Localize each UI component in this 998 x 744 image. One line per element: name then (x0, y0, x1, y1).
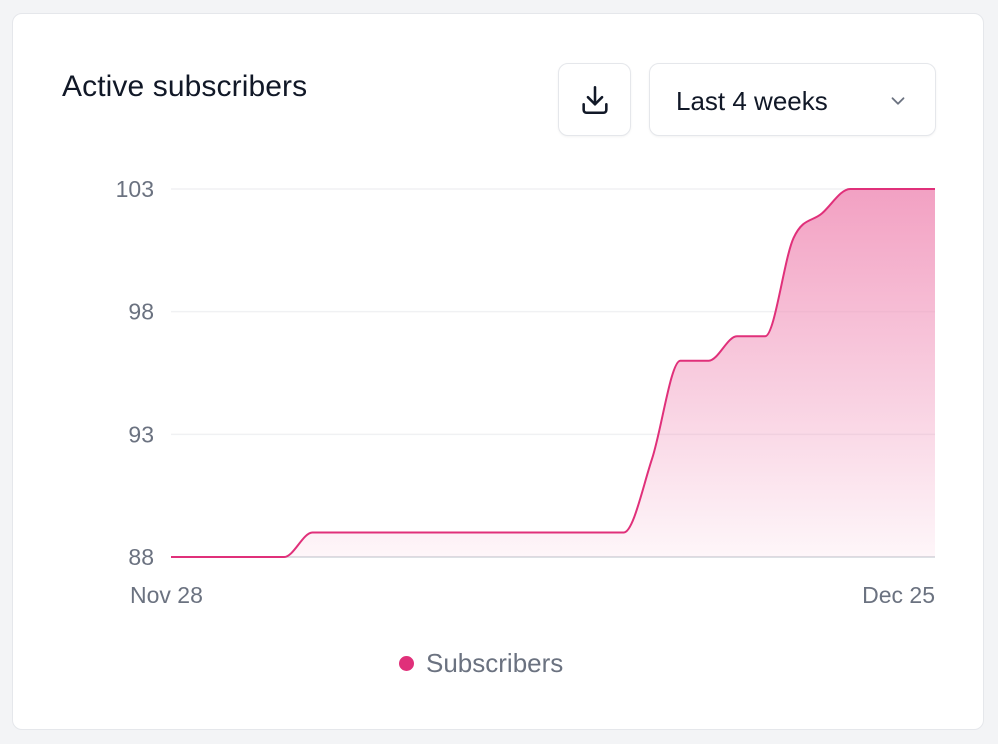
chart-legend: Subscribers (399, 648, 563, 679)
x-tick-label-start: Nov 28 (130, 582, 203, 608)
legend-dot-subscribers (399, 656, 414, 671)
chevron-down-icon (891, 97, 905, 105)
y-tick-label: 88 (128, 544, 154, 570)
subscribers-area-fill (171, 189, 935, 557)
y-tick-label: 93 (128, 421, 154, 447)
y-tick-label: 98 (128, 299, 154, 325)
x-tick-label-end: Dec 25 (862, 582, 935, 608)
download-button[interactable] (558, 63, 631, 136)
legend-label-subscribers: Subscribers (426, 648, 564, 678)
date-range-select[interactable]: Last 4 weeks (649, 63, 936, 136)
y-tick-label: 103 (116, 176, 154, 202)
subscribers-line (170, 187, 935, 559)
chart-title: Active subscribers (62, 70, 308, 103)
download-icon (581, 85, 608, 114)
date-range-value: Last 4 weeks (676, 86, 828, 116)
